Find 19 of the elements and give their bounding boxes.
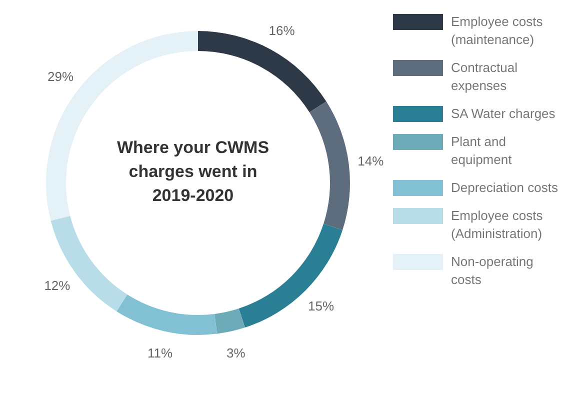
legend-label: Contractual expenses bbox=[451, 59, 518, 95]
legend-label: Employee costs (Administration) bbox=[451, 207, 544, 243]
donut-slice bbox=[214, 308, 245, 334]
legend-label: Plant and equipment bbox=[451, 133, 513, 169]
donut-slice bbox=[309, 102, 350, 230]
data-label: 11% bbox=[148, 345, 174, 360]
legend-label: Depreciation costs bbox=[451, 179, 559, 197]
legend-label: SA Water charges bbox=[451, 105, 556, 123]
data-label: 3% bbox=[226, 345, 246, 360]
donut-slice bbox=[116, 294, 218, 335]
data-label: 16% bbox=[268, 23, 296, 38]
donut-slice bbox=[238, 224, 343, 328]
legend-label: Non-operating costs bbox=[451, 253, 534, 289]
data-label: 14% bbox=[358, 154, 384, 169]
legend-label: Employee costs (maintenance) bbox=[451, 13, 544, 49]
data-label: 12% bbox=[44, 278, 71, 293]
data-label: 15% bbox=[308, 298, 334, 314]
data-label: 29% bbox=[47, 68, 74, 84]
text: Where your CWMS charges went in 2019-2020 bbox=[116, 137, 270, 207]
